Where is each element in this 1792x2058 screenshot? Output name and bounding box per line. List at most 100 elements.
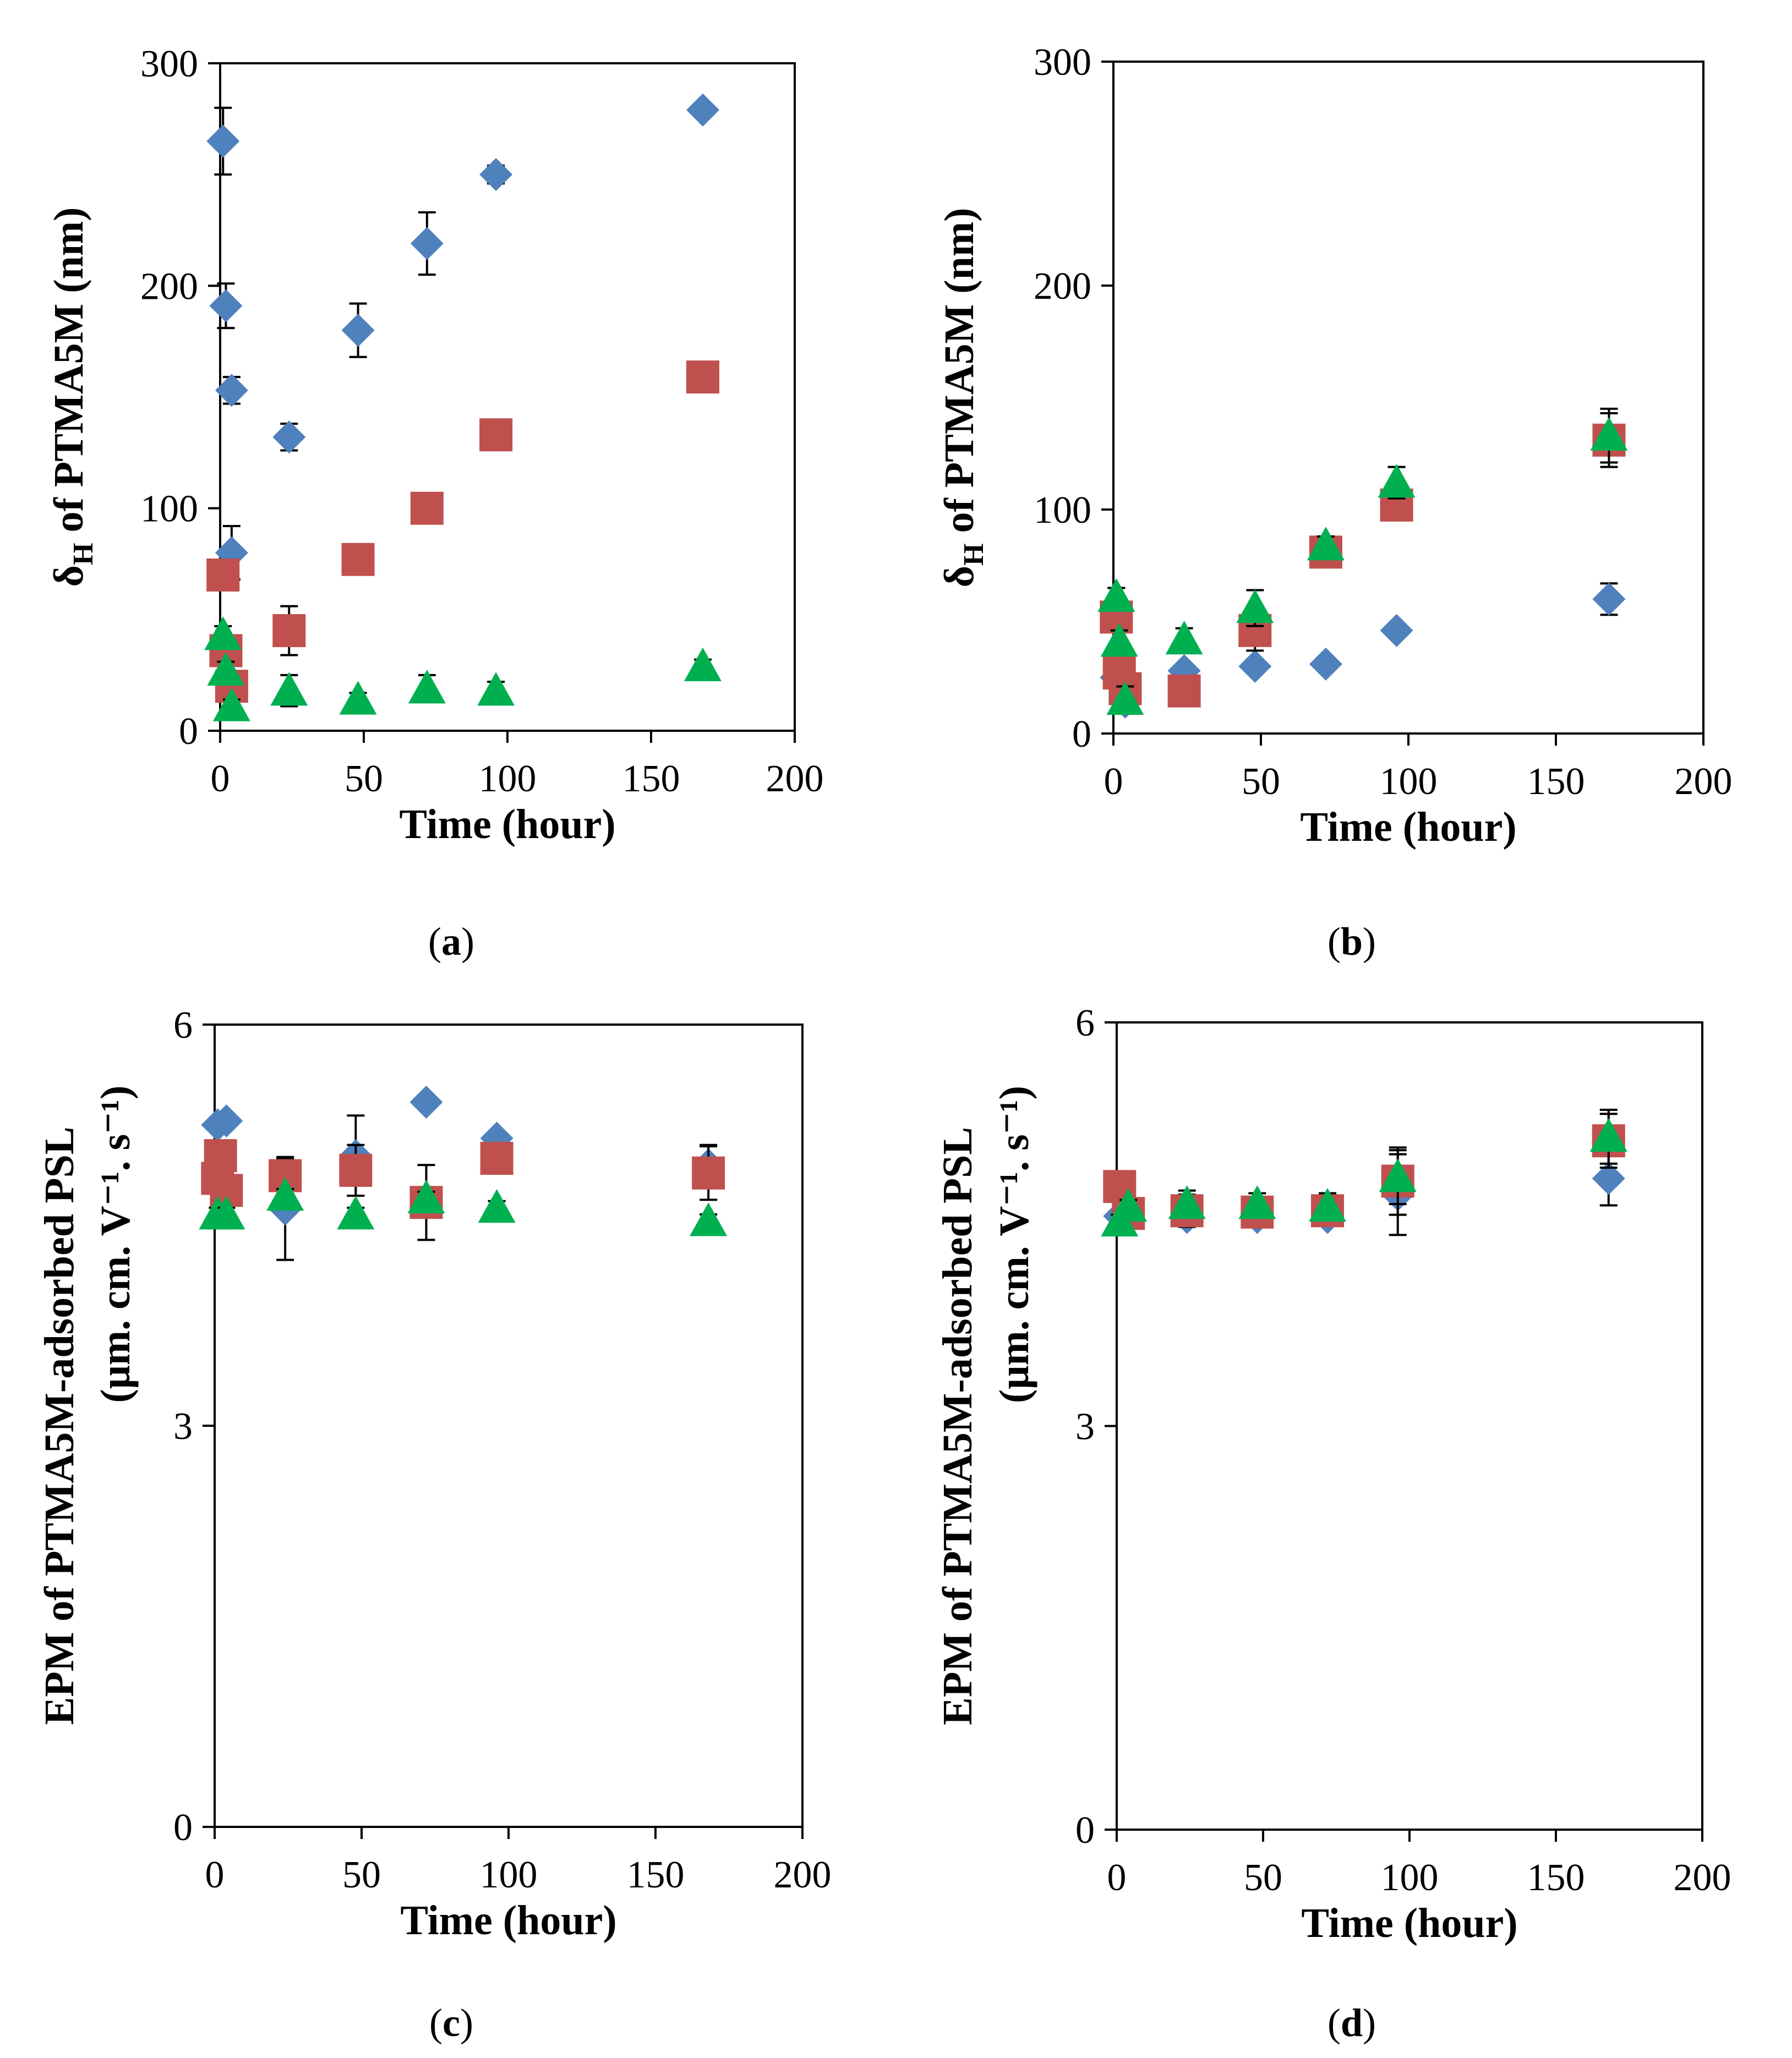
- y-tick-label: 0: [1072, 713, 1091, 756]
- data-point-triangle: [1307, 527, 1345, 561]
- x-axis-title: Time (hour): [1300, 804, 1516, 850]
- data-point-triangle: [337, 1196, 375, 1230]
- y-axis-title: δH of PTMA5M (nm): [936, 208, 990, 588]
- x-tick-label: 150: [627, 1854, 685, 1896]
- plot-frame: [219, 62, 796, 732]
- x-axis-title: Time (hour): [400, 1897, 616, 1944]
- x-tick-label: 100: [479, 758, 537, 800]
- data-point-diamond: [209, 289, 243, 322]
- data-point-triangle: [477, 672, 515, 706]
- x-tick-label: 0: [205, 1854, 225, 1896]
- series-series_c: [204, 616, 722, 721]
- x-tick-label: 50: [1244, 1857, 1282, 1899]
- chart-panel-d: 0 50 100 150 200 0 3 6 Time (hour) EPM of PTMA5M-…: [935, 1002, 1731, 2045]
- series-series_c: [199, 1177, 728, 1236]
- data-point-square: [480, 1142, 513, 1175]
- data-point-triangle: [1110, 1187, 1148, 1222]
- data-point-triangle: [1379, 1158, 1417, 1192]
- y-tick-label: 6: [1075, 1002, 1095, 1044]
- panel-caption: (a): [428, 919, 474, 964]
- data-point-square: [204, 1139, 237, 1173]
- data-point-diamond: [210, 1104, 243, 1137]
- panel-caption: (d): [1327, 2001, 1376, 2045]
- y-tick-label: 100: [140, 488, 198, 530]
- x-tick-label: 50: [342, 1854, 381, 1896]
- data-point-triangle: [407, 1179, 445, 1214]
- x-tick-label: 50: [1242, 760, 1280, 803]
- data-point-triangle: [1236, 589, 1274, 623]
- y-tick-label: 100: [1034, 489, 1091, 532]
- y-tick-label: 0: [179, 710, 198, 753]
- data-point-diamond: [1380, 614, 1413, 647]
- data-point-square: [692, 1156, 725, 1190]
- data-point-triangle: [1106, 681, 1144, 715]
- x-tick-label: 100: [480, 1854, 538, 1896]
- data-point-square: [686, 360, 719, 394]
- y-tick-label: 6: [173, 1004, 193, 1047]
- data-point-square: [479, 418, 513, 452]
- x-tick-label: 200: [1674, 1857, 1731, 1899]
- data-point-diamond: [1309, 647, 1342, 681]
- data-point-diamond: [272, 420, 306, 454]
- x-tick-label: 0: [211, 758, 230, 800]
- data-point-triangle: [207, 652, 245, 686]
- data-point-square: [339, 1153, 373, 1187]
- data-point-triangle: [690, 1202, 728, 1236]
- data-point-diamond: [215, 374, 248, 407]
- data-point-triangle: [478, 1189, 516, 1223]
- x-tick-label: 200: [1675, 760, 1733, 803]
- series-series_a: [206, 93, 719, 581]
- y-axis-title-line2: (μm. cm. V⁻¹. s⁻¹): [92, 1086, 139, 1403]
- x-tick-label: 100: [1380, 760, 1438, 803]
- y-tick-label: 300: [140, 43, 198, 85]
- y-tick-label: 3: [173, 1405, 193, 1448]
- y-tick-label: 200: [140, 265, 198, 308]
- data-point-triangle: [212, 687, 250, 721]
- y-tick-label: 3: [1075, 1406, 1095, 1448]
- x-tick-label: 150: [1527, 760, 1585, 803]
- data-point-diamond: [686, 93, 719, 127]
- data-point-triangle: [1590, 417, 1628, 451]
- x-tick-label: 150: [622, 758, 680, 800]
- data-point-triangle: [1168, 1185, 1206, 1219]
- x-tick-label: 150: [1527, 1857, 1585, 1899]
- data-point-triangle: [270, 672, 308, 706]
- series-series_c: [1101, 1108, 1627, 1237]
- y-axis-title-line2: (μm. cm. V⁻¹. s⁻¹): [991, 1086, 1037, 1403]
- data-point-triangle: [204, 616, 242, 650]
- data-point-diamond: [409, 1085, 443, 1119]
- data-point-diamond: [410, 227, 444, 260]
- x-axis-title: Time (hour): [1301, 1900, 1517, 1946]
- data-point-square: [410, 491, 444, 525]
- data-point-diamond: [1238, 649, 1272, 683]
- data-point-diamond: [341, 314, 375, 347]
- data-point-triangle: [1309, 1187, 1347, 1222]
- data-point-diamond: [1592, 582, 1626, 616]
- data-point-diamond: [479, 158, 513, 191]
- series-series_b: [206, 360, 719, 703]
- chart-panel-a: 0 50 100 150 200 0 100 200 300 Time (hour) δH of P…: [46, 43, 824, 964]
- data-point-triangle: [1100, 623, 1138, 657]
- data-point-triangle: [1378, 464, 1416, 498]
- panel-caption: (b): [1327, 919, 1376, 964]
- data-point-triangle: [1238, 1185, 1276, 1219]
- data-point-triangle: [1589, 1118, 1627, 1152]
- chart-panel-c: 0 50 100 150 200 0 3 6 Time (hour) EPM of PTMA5M-…: [36, 1004, 832, 2045]
- panel-caption: (c): [429, 2001, 473, 2045]
- x-tick-label: 200: [766, 758, 824, 800]
- chart-panel-b: 0 50 100 150 200 0 100 200 300 Time (hour) δH of P…: [936, 41, 1733, 964]
- x-tick-label: 200: [774, 1854, 832, 1896]
- series-series_c: [1097, 407, 1628, 715]
- data-point-triangle: [408, 670, 446, 704]
- y-axis-title-line1: EPM of PTMA5M-adsorbed PSL: [935, 1127, 981, 1725]
- y-axis-title-line1: EPM of PTMA5M-adsorbed PSL: [36, 1126, 83, 1725]
- x-tick-label: 50: [345, 758, 383, 800]
- data-point-triangle: [1165, 621, 1203, 655]
- data-point-triangle: [684, 647, 722, 681]
- x-tick-label: 100: [1381, 1857, 1439, 1899]
- data-point-square: [272, 614, 306, 648]
- x-tick-label: 0: [1104, 760, 1123, 803]
- data-point-triangle: [339, 681, 377, 715]
- data-point-square: [341, 543, 375, 576]
